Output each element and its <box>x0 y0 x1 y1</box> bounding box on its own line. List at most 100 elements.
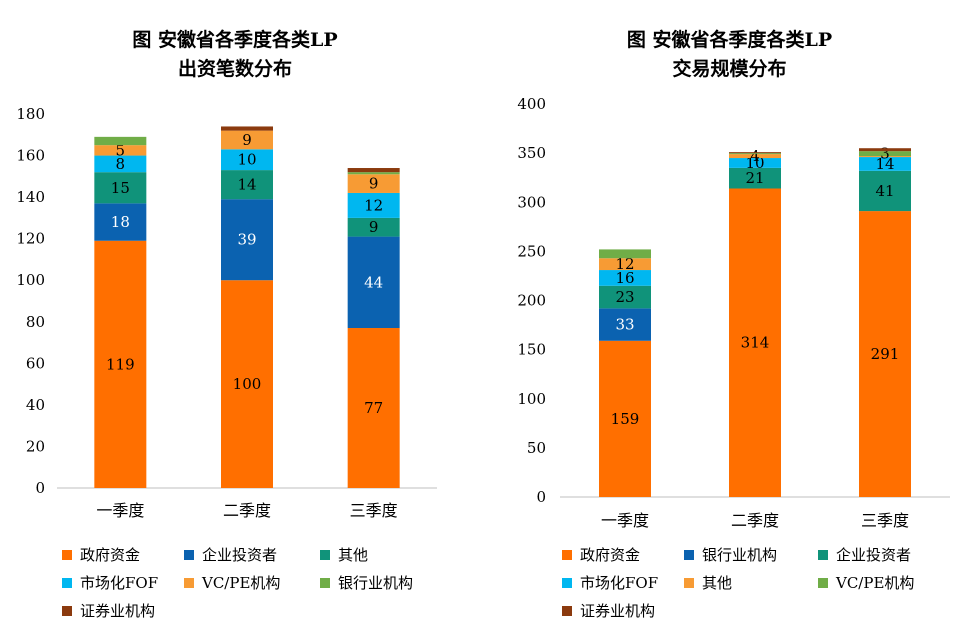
data-label: 16 <box>615 269 634 287</box>
legend-item: 市场化FOF <box>62 572 158 593</box>
x-category-label: 二季度 <box>731 511 779 530</box>
bar-segment <box>599 285 651 309</box>
chart-title-line2: 出资笔数分布 <box>177 58 292 80</box>
legend-label: VC/PE机构 <box>202 574 281 592</box>
data-label: 41 <box>875 182 894 200</box>
data-label: 12 <box>364 196 383 214</box>
bar-segment <box>599 308 651 341</box>
bar-segment <box>729 158 781 168</box>
legend-swatch <box>562 549 572 560</box>
bar-segment <box>347 172 400 175</box>
legend-label: 市场化FOF <box>80 574 159 592</box>
legend-label: 企业投资者 <box>202 546 278 564</box>
bar-segment <box>599 270 651 286</box>
data-label: 21 <box>745 169 764 187</box>
y-tick-label: 140 <box>16 188 45 206</box>
legend-swatch <box>818 577 828 588</box>
legend-label: VC/PE机构 <box>836 574 915 592</box>
data-label: 33 <box>615 316 634 334</box>
bar-segment <box>94 136 147 146</box>
legend-item: 政府资金 <box>62 544 140 565</box>
chart-title-line2: 交易规模分布 <box>672 58 787 80</box>
legend-swatch <box>184 549 194 560</box>
data-label: 291 <box>871 345 900 363</box>
y-tick-label: 350 <box>517 144 546 162</box>
legend-swatch <box>320 577 330 588</box>
legend-label: 证券业机构 <box>80 602 156 620</box>
legend-item: 企业投资者 <box>184 544 277 565</box>
y-tick-label: 80 <box>26 313 45 331</box>
bar-segment <box>347 168 400 173</box>
data-label: 5 <box>116 141 126 159</box>
y-tick-label: 120 <box>16 230 45 248</box>
bar-segment <box>859 170 911 212</box>
y-tick-label: 40 <box>26 396 45 414</box>
data-label: 14 <box>875 155 894 173</box>
bar-segment <box>729 154 781 159</box>
bar-segment <box>221 126 273 131</box>
data-label: 3 <box>880 145 890 163</box>
y-tick-label: 150 <box>517 341 546 359</box>
data-label: 9 <box>242 131 252 149</box>
legend-item: 证券业机构 <box>62 600 155 621</box>
x-category-label: 三季度 <box>350 501 398 520</box>
data-label: 10 <box>745 154 764 172</box>
bar-segment <box>94 172 147 204</box>
y-tick-label: 250 <box>517 242 546 260</box>
legend-swatch <box>62 605 72 616</box>
stacked-bar-chart-trade-scale: 05010015020025030035040015933231612一季度31… <box>517 95 950 530</box>
bar-segment <box>729 153 781 155</box>
legend-label: 政府资金 <box>580 546 641 564</box>
bar-segment <box>599 340 651 497</box>
x-category-label: 一季度 <box>601 511 649 530</box>
legend-swatch <box>184 577 194 588</box>
legend-swatch <box>320 549 330 560</box>
bar-segment <box>221 149 273 171</box>
bar-segment <box>599 258 651 271</box>
bar-segment <box>729 188 781 497</box>
bar-segment <box>347 192 400 218</box>
bar-segment <box>347 217 400 237</box>
data-label: 8 <box>116 155 126 173</box>
bar-segment <box>94 203 147 241</box>
y-tick-label: 0 <box>536 488 546 506</box>
legend-swatch <box>62 577 72 588</box>
legend-swatch <box>818 549 828 560</box>
y-tick-label: 200 <box>517 292 546 310</box>
data-label: 14 <box>237 176 256 194</box>
legend-label: 政府资金 <box>80 546 141 564</box>
legend-item: 证券业机构 <box>562 600 655 621</box>
data-label: 15 <box>111 179 130 197</box>
y-tick-label: 50 <box>527 439 546 457</box>
x-category-label: 一季度 <box>96 501 144 520</box>
legend-label: 证券业机构 <box>580 602 656 620</box>
chart-panel-right: 图 安徽省各季度各类LP 交易规模分布 0 50 100 150 200 250 300 35… <box>490 0 969 644</box>
chart-title-line1: 图 安徽省各季度各类LP <box>626 29 833 51</box>
legend-label: 银行业机构 <box>338 574 414 592</box>
chart-title-right: 图 安徽省各季度各类LP 交易规模分布 <box>490 26 969 84</box>
bar-segment <box>221 170 273 200</box>
legend-item: 银行业机构 <box>684 544 777 565</box>
y-tick-label: 100 <box>517 390 546 408</box>
y-tick-label: 400 <box>517 95 546 113</box>
data-label: 44 <box>364 273 383 291</box>
bar-segment <box>859 211 911 497</box>
bar-segment <box>347 174 400 193</box>
bar-segment <box>729 152 781 154</box>
data-label: 9 <box>369 218 379 236</box>
data-label: 12 <box>615 255 634 273</box>
y-tick-label: 300 <box>517 193 546 211</box>
bar-segment <box>221 280 273 488</box>
bar-segment <box>94 145 147 156</box>
legend-item: 政府资金 <box>562 544 640 565</box>
legend-item: 其他 <box>684 572 732 593</box>
stacked-bar-chart-lp-count: 0 20 40 60 80 100 120 140 160 180 119 18 15 85 一季度 100 3… <box>16 105 437 520</box>
data-label: 4 <box>750 147 760 165</box>
x-category-label: 二季度 <box>223 501 271 520</box>
legend-label: 市场化FOF <box>580 574 659 592</box>
legend-item: 银行业机构 <box>320 572 413 593</box>
legend-swatch <box>684 549 694 560</box>
bar-segment <box>729 167 781 189</box>
bar-segment <box>347 328 400 488</box>
data-label: 77 <box>364 399 383 417</box>
